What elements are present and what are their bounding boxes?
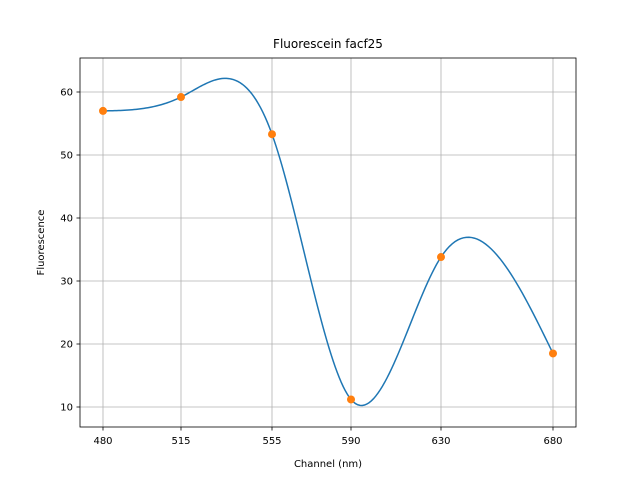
y-tick-label: 10: [60, 403, 73, 414]
y-tick-label: 60: [60, 88, 73, 99]
x-tick-label: 480: [93, 436, 112, 447]
data-point: [347, 395, 355, 404]
plot-frame: [79, 57, 577, 428]
series-layer: [99, 77, 557, 407]
data-point: [437, 253, 445, 262]
x-tick-label: 515: [171, 436, 190, 447]
x-tick-label: 590: [341, 436, 360, 447]
y-tick-label: 40: [60, 214, 73, 225]
chart-title: Fluorescein facf25: [273, 37, 383, 51]
y-axis-title: Fluorescence: [36, 210, 47, 276]
x-tick-label: 680: [543, 436, 562, 447]
y-tick-label: 20: [60, 340, 73, 351]
x-axis-title: Channel (nm): [294, 459, 362, 470]
y-tick-label: 50: [60, 151, 73, 162]
data-point: [549, 349, 557, 358]
data-point: [268, 130, 276, 139]
ticks: 480 515 555 590 630 680 10 20 30 40 50 60: [60, 88, 562, 448]
y-tick-label: 30: [60, 277, 73, 288]
data-point: [99, 106, 107, 115]
x-tick-label: 555: [262, 436, 281, 447]
x-tick-label: 630: [431, 436, 450, 447]
smooth-curve-line: [102, 77, 554, 407]
grid: [80, 58, 576, 427]
data-point: [177, 93, 185, 102]
